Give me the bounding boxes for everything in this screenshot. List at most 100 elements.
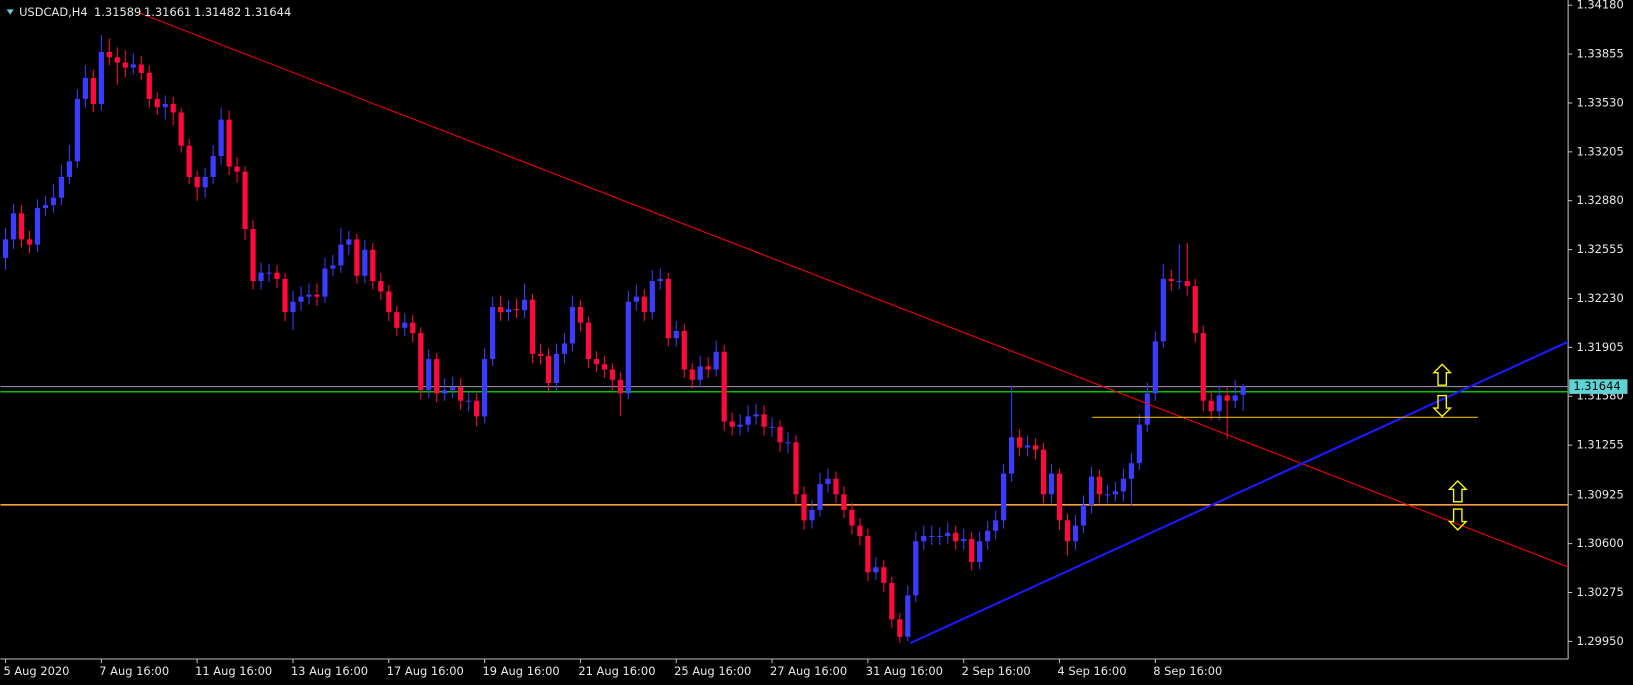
candle-body xyxy=(1216,395,1222,412)
x-tick-label: 25 Aug 16:00 xyxy=(674,664,751,678)
candle-body xyxy=(386,291,392,313)
candle-body xyxy=(617,379,623,394)
candle-body xyxy=(154,98,160,108)
candle-body xyxy=(569,307,576,344)
candle-body xyxy=(905,595,911,637)
candle-body xyxy=(769,426,775,428)
candle-body xyxy=(146,72,152,99)
candle-body xyxy=(1128,463,1134,479)
candle-body xyxy=(482,359,488,417)
y-tick-label: 1.30275 xyxy=(1576,585,1623,599)
candle-body xyxy=(410,322,416,334)
candle-body xyxy=(497,307,504,313)
candle-body xyxy=(1152,341,1158,394)
candle-body xyxy=(1168,278,1174,282)
candle-body xyxy=(378,281,384,292)
candle-body xyxy=(1001,473,1007,521)
candle-body xyxy=(945,532,951,536)
y-tick-label: 1.31905 xyxy=(1576,340,1623,354)
candle-body xyxy=(529,299,536,354)
candle-body xyxy=(697,366,703,380)
candle-body xyxy=(418,333,424,391)
candle-body xyxy=(1096,476,1103,495)
candle-body xyxy=(857,525,863,536)
candle-body xyxy=(1112,491,1119,495)
candle-body xyxy=(553,353,560,384)
candle-body xyxy=(785,442,791,444)
candle-body xyxy=(346,239,352,245)
candle-body xyxy=(354,239,360,276)
x-tick-label: 27 Aug 16:00 xyxy=(770,664,847,678)
y-tick-label: 1.30600 xyxy=(1576,536,1623,550)
candle-body xyxy=(1048,473,1055,495)
candle-body xyxy=(210,156,216,177)
candle-body xyxy=(114,57,120,63)
candle-body xyxy=(1064,520,1071,542)
candle-body xyxy=(1144,393,1150,425)
candle-body xyxy=(649,281,655,313)
x-tick-label: 11 Aug 16:00 xyxy=(195,664,272,678)
candle-body xyxy=(577,307,584,323)
candle-body xyxy=(450,387,456,391)
candle-body xyxy=(50,197,57,206)
candle-body xyxy=(202,176,208,188)
candle-body xyxy=(82,77,88,99)
candle-body xyxy=(306,294,312,297)
candle-body xyxy=(937,535,943,538)
candle-body xyxy=(106,51,112,58)
x-tick-label: 13 Aug 16:00 xyxy=(291,664,368,678)
y-tick-label: 1.32230 xyxy=(1576,291,1623,305)
candle-body xyxy=(66,161,73,177)
candle-body xyxy=(298,296,304,302)
candle-body xyxy=(729,421,735,427)
candle-body xyxy=(721,351,727,422)
candle-body xyxy=(1208,400,1214,412)
candle-body xyxy=(625,301,631,394)
candle-body xyxy=(809,509,815,521)
x-tick-label: 8 Sep 16:00 xyxy=(1153,664,1222,678)
candle-body xyxy=(801,494,807,521)
candle-body xyxy=(1024,445,1031,448)
candle-body xyxy=(1136,424,1142,464)
candle-body xyxy=(689,369,695,380)
candle-body xyxy=(601,364,607,370)
candle-body xyxy=(362,249,368,276)
price-label-box xyxy=(1569,379,1628,394)
y-tick-label: 1.29950 xyxy=(1576,634,1623,648)
candle-body xyxy=(1088,476,1095,505)
candle-body xyxy=(673,330,679,339)
candle-body xyxy=(322,268,328,297)
candle-body xyxy=(985,530,991,542)
candle-body xyxy=(58,176,65,198)
candle-body xyxy=(274,272,280,279)
candle-body xyxy=(458,387,464,401)
candle-body xyxy=(402,322,408,328)
candle-body xyxy=(929,535,935,538)
down-arrow xyxy=(1447,508,1468,531)
down-arrow xyxy=(1432,394,1453,418)
candle-body xyxy=(841,494,847,510)
trendline xyxy=(909,340,1569,645)
candle-body xyxy=(585,322,592,360)
y-tick-label: 1.33855 xyxy=(1576,47,1623,61)
candle-body xyxy=(1072,525,1079,542)
y-tick-label: 1.32555 xyxy=(1576,242,1623,256)
candle-body xyxy=(1080,504,1087,526)
candle-body xyxy=(1009,437,1015,474)
x-tick-label: 21 Aug 16:00 xyxy=(578,664,655,678)
arrow-group xyxy=(1432,363,1468,531)
candle-body xyxy=(513,309,520,311)
candle-body xyxy=(290,301,296,313)
candle-body xyxy=(993,520,999,531)
candle-body xyxy=(1176,281,1182,283)
candle-body xyxy=(921,535,927,542)
candle-body xyxy=(1016,437,1023,448)
candle-body xyxy=(561,343,568,354)
candle-body xyxy=(1120,478,1126,492)
candle-body xyxy=(1184,281,1190,287)
x-tick-label: 31 Aug 16:00 xyxy=(866,664,943,678)
candle-body xyxy=(633,296,639,302)
candle-body xyxy=(474,400,480,417)
